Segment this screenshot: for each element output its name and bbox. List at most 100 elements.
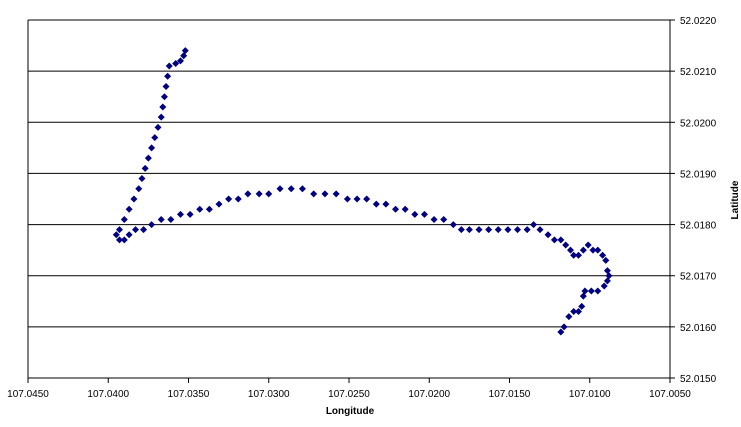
data-point <box>579 292 587 300</box>
data-point <box>148 144 156 152</box>
data-point <box>276 185 284 193</box>
data-point <box>265 190 273 198</box>
x-tick-label-4: 107.0250 <box>328 389 370 400</box>
data-point <box>115 226 123 234</box>
data-point <box>167 215 175 223</box>
data-point <box>144 154 152 162</box>
data-point <box>565 313 573 321</box>
x-tick-label-7: 107.0100 <box>569 389 611 400</box>
data-point <box>594 287 602 295</box>
data-point <box>584 241 592 249</box>
data-point <box>603 277 611 285</box>
data-point <box>234 195 242 203</box>
x-tick-label-2: 107.0350 <box>168 389 210 400</box>
data-point <box>141 164 149 172</box>
data-point <box>605 272 613 280</box>
data-point <box>411 210 419 218</box>
data-point <box>581 287 589 295</box>
y-tick-label-5: 52.0200 <box>680 118 717 129</box>
data-point <box>457 226 465 234</box>
data-point <box>130 195 138 203</box>
data-point <box>115 236 123 244</box>
data-point <box>599 251 607 259</box>
data-point <box>475 226 483 234</box>
data-point <box>125 231 133 239</box>
x-axis-title: Longitude <box>326 406 375 417</box>
data-point <box>550 236 558 244</box>
y-tick-label-4: 52.0190 <box>680 169 717 180</box>
data-point <box>353 195 361 203</box>
data-point <box>164 72 172 80</box>
y-tick-label-7: 52.0220 <box>680 16 717 27</box>
data-point <box>181 47 189 55</box>
data-point <box>594 246 602 254</box>
data-point <box>112 231 120 239</box>
y-tick-labels: 52.0150 52.0160 52.0170 52.0180 52.0190 52.02… <box>680 16 717 385</box>
data-point <box>159 103 167 111</box>
data-point <box>157 113 165 121</box>
x-tick-label-6: 107.0150 <box>489 389 531 400</box>
data-point <box>578 302 586 310</box>
data-point <box>298 185 306 193</box>
data-point <box>162 82 170 90</box>
data-point <box>603 267 611 275</box>
data-point <box>186 210 194 218</box>
data-point <box>310 190 318 198</box>
data-point <box>536 226 544 234</box>
data-point <box>420 210 428 218</box>
data-point <box>440 215 448 223</box>
x-tick-labels: 107.0450 107.0400 107.0350 107.0300 107.0250… <box>7 389 691 400</box>
y-axis-title: Latitude <box>730 180 741 219</box>
data-point <box>401 205 409 213</box>
data-point <box>160 93 168 101</box>
data-point <box>587 287 595 295</box>
data-point <box>148 221 156 229</box>
data-point <box>570 251 578 259</box>
data-point <box>255 190 263 198</box>
data-point <box>135 185 143 193</box>
data-point <box>132 226 140 234</box>
data-point <box>602 256 610 264</box>
x-tick-label-8: 107.0050 <box>649 389 691 400</box>
y-tick-label-0: 52.0150 <box>680 374 717 385</box>
data-point <box>600 282 608 290</box>
y-tick-label-2: 52.0170 <box>680 272 717 283</box>
data-point <box>575 308 583 316</box>
data-point <box>172 59 180 67</box>
data-point <box>157 215 165 223</box>
data-point <box>557 236 565 244</box>
data-point <box>205 205 213 213</box>
x-tick-label-3: 107.0300 <box>248 389 290 400</box>
data-point <box>523 226 531 234</box>
data-point <box>514 226 522 234</box>
data-point <box>566 246 574 254</box>
x-tick-label-1: 107.0400 <box>87 389 129 400</box>
data-point <box>392 205 400 213</box>
y-tick-label-6: 52.0210 <box>680 67 717 78</box>
data-point <box>120 215 128 223</box>
data-point <box>332 190 340 198</box>
data-point <box>343 195 351 203</box>
data-points <box>112 47 613 336</box>
data-point <box>494 226 502 234</box>
x-tick-label-5: 107.0200 <box>408 389 450 400</box>
data-point <box>465 226 473 234</box>
data-point <box>530 221 538 229</box>
data-point <box>430 215 438 223</box>
data-point <box>151 134 159 142</box>
data-point <box>363 195 371 203</box>
data-point <box>544 231 552 239</box>
y-tick-label-1: 52.0160 <box>680 323 717 334</box>
data-point <box>579 246 587 254</box>
data-point <box>244 190 252 198</box>
data-point <box>125 205 133 213</box>
data-point <box>196 205 204 213</box>
x-tick-label-0: 107.0450 <box>7 389 49 400</box>
data-point <box>557 328 565 336</box>
data-point <box>180 52 188 60</box>
data-point <box>570 308 578 316</box>
data-point <box>562 241 570 249</box>
data-point <box>575 251 583 259</box>
